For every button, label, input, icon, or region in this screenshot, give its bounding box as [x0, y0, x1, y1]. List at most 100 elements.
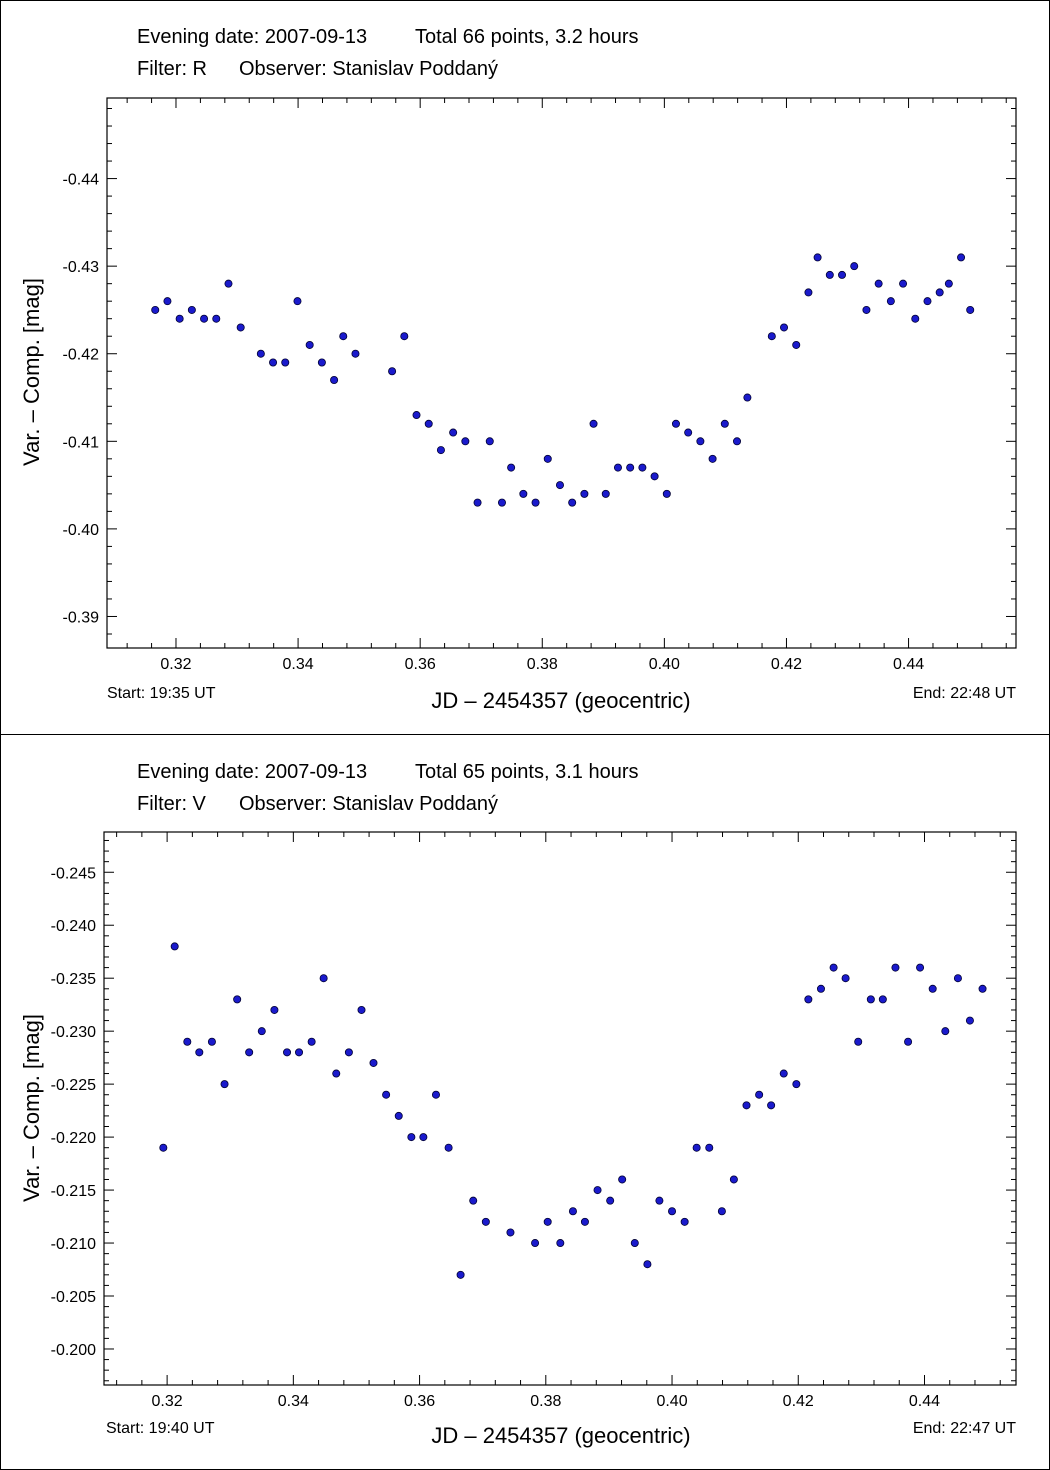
data-point [419, 1133, 428, 1142]
x-tick-label: 0.36 [404, 1393, 435, 1410]
data-point [643, 1260, 652, 1269]
data-point [953, 974, 962, 983]
data-point [424, 419, 433, 428]
data-point [456, 1270, 465, 1279]
data-point [804, 995, 813, 1004]
data-point [305, 340, 314, 349]
data-point [680, 1217, 689, 1226]
y-tick-label: -0.210 [51, 1236, 96, 1253]
data-point [270, 1005, 279, 1014]
data-point [804, 288, 813, 297]
data-point [332, 1069, 341, 1078]
data-point [866, 995, 875, 1004]
data-point [668, 1207, 677, 1216]
data-point [283, 1048, 292, 1057]
x-tick-label: 0.44 [893, 656, 924, 673]
x-tick-label: 0.38 [527, 656, 558, 673]
x-tick-label: 0.44 [909, 1393, 940, 1410]
data-point [965, 1016, 974, 1025]
data-point [708, 454, 717, 463]
data-point [743, 393, 752, 402]
data-point [696, 437, 705, 446]
data-point [720, 419, 729, 428]
data-point [212, 314, 221, 323]
data-point [941, 1027, 950, 1036]
y-tick-label: -0.230 [51, 1024, 96, 1041]
data-point [195, 1048, 204, 1057]
data-point [461, 437, 470, 446]
data-points [151, 253, 975, 507]
data-point [655, 1196, 664, 1205]
data-point [485, 437, 494, 446]
data-point [874, 279, 883, 288]
data-point [151, 305, 160, 314]
data-point [531, 498, 540, 507]
y-tick-label: -0.235 [51, 971, 96, 988]
data-point [543, 454, 552, 463]
r-filter-chart: Evening date: 2007-09-13 Total 66 points… [19, 26, 1017, 713]
data-point [473, 498, 482, 507]
data-point [317, 358, 326, 367]
v-filter-chart-panel: Evening date: 2007-09-13 Total 65 points… [0, 734, 1050, 1470]
x-tick-label: 0.38 [530, 1393, 561, 1410]
data-point [935, 288, 944, 297]
data-point [891, 963, 900, 972]
data-point [638, 463, 647, 472]
y-axis-label: Var. – Comp. [mag] [19, 1014, 44, 1202]
data-point [257, 1027, 266, 1036]
y-axis-label: Var. – Comp. [mag] [19, 278, 44, 466]
data-point [293, 297, 302, 306]
data-point [813, 253, 822, 262]
data-point [357, 1005, 366, 1014]
data-point [742, 1101, 751, 1110]
data-point [207, 1037, 216, 1046]
data-point [841, 974, 850, 983]
data-point [236, 323, 245, 332]
x-tick-label: 0.40 [656, 1393, 687, 1410]
data-point [899, 279, 908, 288]
data-point [613, 463, 622, 472]
data-point [580, 1217, 589, 1226]
data-point [344, 1048, 353, 1057]
total-points-label: Total 66 points, 3.2 hours [415, 26, 638, 48]
data-point [862, 305, 871, 314]
y-tick-label: -0.42 [63, 347, 100, 364]
data-point [767, 1101, 776, 1110]
data-point [183, 1037, 192, 1046]
data-point [878, 995, 887, 1004]
start-time-label: Start: 19:40 UT [106, 1420, 215, 1437]
data-point [388, 367, 397, 376]
data-point [519, 489, 528, 498]
axis-ticks [107, 98, 1016, 648]
data-point [792, 1080, 801, 1089]
data-point [838, 270, 847, 279]
data-point [780, 323, 789, 332]
y-tick-label: -0.205 [51, 1289, 96, 1306]
data-point [369, 1058, 378, 1067]
y-tick-label: -0.240 [51, 918, 96, 935]
evening-date-label: Evening date: 2007-09-13 [137, 26, 367, 48]
data-point [928, 984, 937, 993]
x-tick-label: 0.32 [152, 1393, 183, 1410]
observer-label: Observer: Stanislav Poddaný [239, 58, 498, 80]
data-point [916, 963, 925, 972]
end-time-label: End: 22:48 UT [913, 685, 1016, 702]
data-point [816, 984, 825, 993]
start-time-label: Start: 19:35 UT [107, 685, 216, 702]
data-point [319, 974, 328, 983]
data-point [684, 428, 693, 437]
x-axis-label: JD – 2454357 (geocentric) [431, 688, 690, 713]
data-point [671, 419, 680, 428]
data-point [507, 463, 516, 472]
data-point [957, 253, 966, 262]
data-point [436, 446, 445, 455]
plot-area-frame [106, 97, 1017, 649]
data-point [733, 437, 742, 446]
data-point [825, 270, 834, 279]
y-tick-label: -0.43 [63, 259, 100, 276]
data-point [412, 411, 421, 420]
data-point [978, 984, 987, 993]
data-point [269, 358, 278, 367]
x-tick-label: 0.34 [278, 1393, 309, 1410]
evening-date-label: Evening date: 2007-09-13 [137, 761, 367, 783]
